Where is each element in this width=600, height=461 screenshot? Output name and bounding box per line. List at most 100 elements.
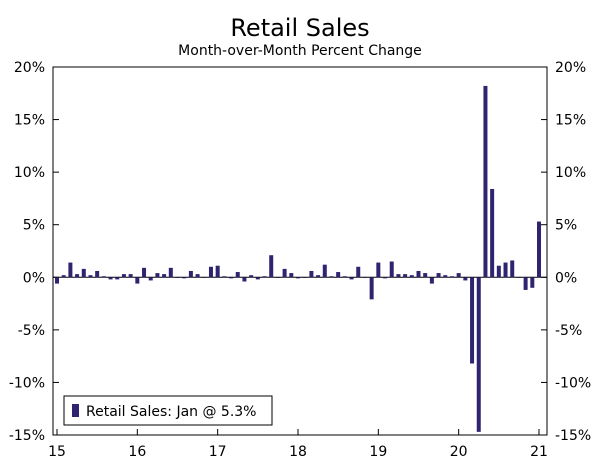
bar <box>403 274 408 278</box>
y-tick-label-left: 10% <box>14 165 45 181</box>
bars-group <box>55 85 541 432</box>
bar <box>269 255 274 278</box>
bar <box>215 265 220 278</box>
bar <box>383 277 388 279</box>
bar <box>208 266 213 278</box>
bar <box>81 268 86 278</box>
bar <box>369 277 374 300</box>
bar <box>476 277 481 432</box>
bar <box>523 277 528 290</box>
y-tick-label-right: 15% <box>555 113 586 129</box>
y-tick-label-left: 0% <box>23 270 45 286</box>
bar <box>142 267 147 278</box>
y-tick-label-left: 15% <box>14 113 45 129</box>
bar <box>423 273 428 278</box>
bar <box>88 275 93 278</box>
bar <box>322 264 327 278</box>
bar <box>356 266 361 278</box>
bar <box>61 275 66 278</box>
y-tick-label-right: -15% <box>555 428 591 444</box>
y-tick-label-left: -5% <box>18 323 45 339</box>
bar <box>409 275 414 278</box>
bar <box>222 276 227 278</box>
bar <box>101 276 106 278</box>
bar <box>162 274 167 278</box>
bar <box>342 276 347 278</box>
bar <box>490 188 495 278</box>
y-tick-label-right: -5% <box>555 323 582 339</box>
bar <box>537 221 541 278</box>
chart-title: Retail Sales <box>230 14 369 42</box>
bar <box>229 277 234 279</box>
bar <box>135 277 140 284</box>
bar <box>148 277 153 281</box>
bar <box>336 272 341 278</box>
y-tick-label-right: 5% <box>555 218 577 234</box>
bar <box>95 270 100 278</box>
legend: Retail Sales: Jan @ 5.3% <box>63 395 273 426</box>
bar <box>121 274 126 278</box>
bar <box>202 277 207 278</box>
plot-area-frame <box>52 66 548 436</box>
bar <box>516 277 521 278</box>
bar <box>463 277 468 281</box>
bar <box>362 277 367 278</box>
bar <box>530 277 535 288</box>
bar <box>182 277 187 279</box>
bar <box>75 274 80 278</box>
y-tick-label-left: -10% <box>9 375 45 391</box>
x-tick-label: 21 <box>530 444 548 460</box>
legend-label: Retail Sales: Jan @ 5.3% <box>86 404 257 420</box>
x-tick-label: 17 <box>209 444 227 460</box>
bar <box>429 277 434 284</box>
bar <box>108 277 113 280</box>
y-tick-label-right: 10% <box>555 165 586 181</box>
x-tick-label: 19 <box>369 444 387 460</box>
x-tick-label: 18 <box>289 444 307 460</box>
bar <box>115 277 120 280</box>
y-tick-label-left: 20% <box>14 60 45 76</box>
bar <box>249 275 254 278</box>
bar <box>255 277 260 280</box>
bar <box>470 277 475 364</box>
y-tick-label-right: 20% <box>555 60 586 76</box>
bar <box>456 273 461 278</box>
bar <box>496 265 501 278</box>
bar <box>443 275 448 278</box>
bar <box>349 277 354 280</box>
bar <box>389 261 394 278</box>
y-tick-label-right: 0% <box>555 270 577 286</box>
bar <box>262 276 267 278</box>
x-tick-label: 16 <box>128 444 146 460</box>
bar <box>195 274 200 278</box>
bar <box>329 276 334 278</box>
bar <box>449 276 454 278</box>
x-tick-label: 20 <box>450 444 468 460</box>
bar <box>282 268 287 278</box>
bar <box>155 273 160 278</box>
bar <box>289 273 294 278</box>
bar <box>483 85 488 278</box>
y-tick-label-right: -10% <box>555 375 591 391</box>
bar <box>128 274 133 278</box>
x-axis: 15 16 17 18 19 20 21 <box>48 429 548 460</box>
bar <box>188 270 193 278</box>
y-tick-label-left: 5% <box>23 218 45 234</box>
bar <box>55 277 59 284</box>
y-axis-right: -15% -10% -5% 0% 5% 10% 15% 20% <box>541 60 591 444</box>
bar <box>416 270 421 278</box>
bar <box>503 262 508 278</box>
legend-box <box>63 395 273 426</box>
x-tick-label: 15 <box>48 444 66 460</box>
bar <box>510 260 515 278</box>
bar <box>436 273 441 278</box>
bar <box>242 277 247 282</box>
y-axis-left: -15% -10% -5% 0% 5% 10% 15% 20% <box>9 60 59 444</box>
bar <box>316 275 321 278</box>
bar <box>376 262 381 278</box>
chart-subtitle: Month-over-Month Percent Change <box>178 43 422 59</box>
y-tick-label-left: -15% <box>9 428 45 444</box>
legend-swatch <box>72 404 79 417</box>
